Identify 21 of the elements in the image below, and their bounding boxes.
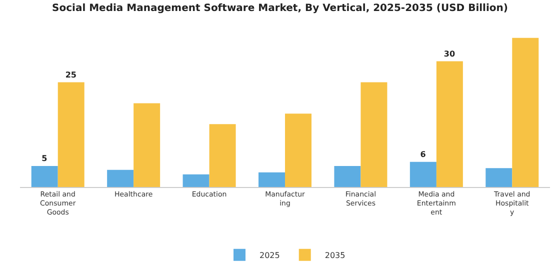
data-label: 25 — [65, 70, 77, 80]
bar — [182, 174, 210, 187]
bar — [285, 114, 312, 187]
data-label: 30 — [444, 49, 456, 58]
bar — [107, 170, 134, 187]
bar — [134, 103, 160, 187]
bar — [334, 166, 361, 187]
bar — [258, 172, 285, 187]
bar — [209, 124, 236, 187]
bar — [486, 168, 512, 187]
chart-title: Social Media Management Software Market, By Vertical, 2025-2035 (USD Billion) — [52, 3, 508, 14]
bar — [58, 82, 84, 187]
bar — [436, 61, 463, 187]
data-label: 6 — [420, 150, 426, 159]
bar — [360, 82, 388, 187]
bar — [512, 38, 539, 187]
data-label: 5 — [42, 154, 48, 164]
bar — [31, 166, 58, 187]
bar — [410, 162, 436, 187]
legend-label: 2035 — [324, 251, 346, 260]
legend-label: 2025 — [260, 251, 280, 260]
